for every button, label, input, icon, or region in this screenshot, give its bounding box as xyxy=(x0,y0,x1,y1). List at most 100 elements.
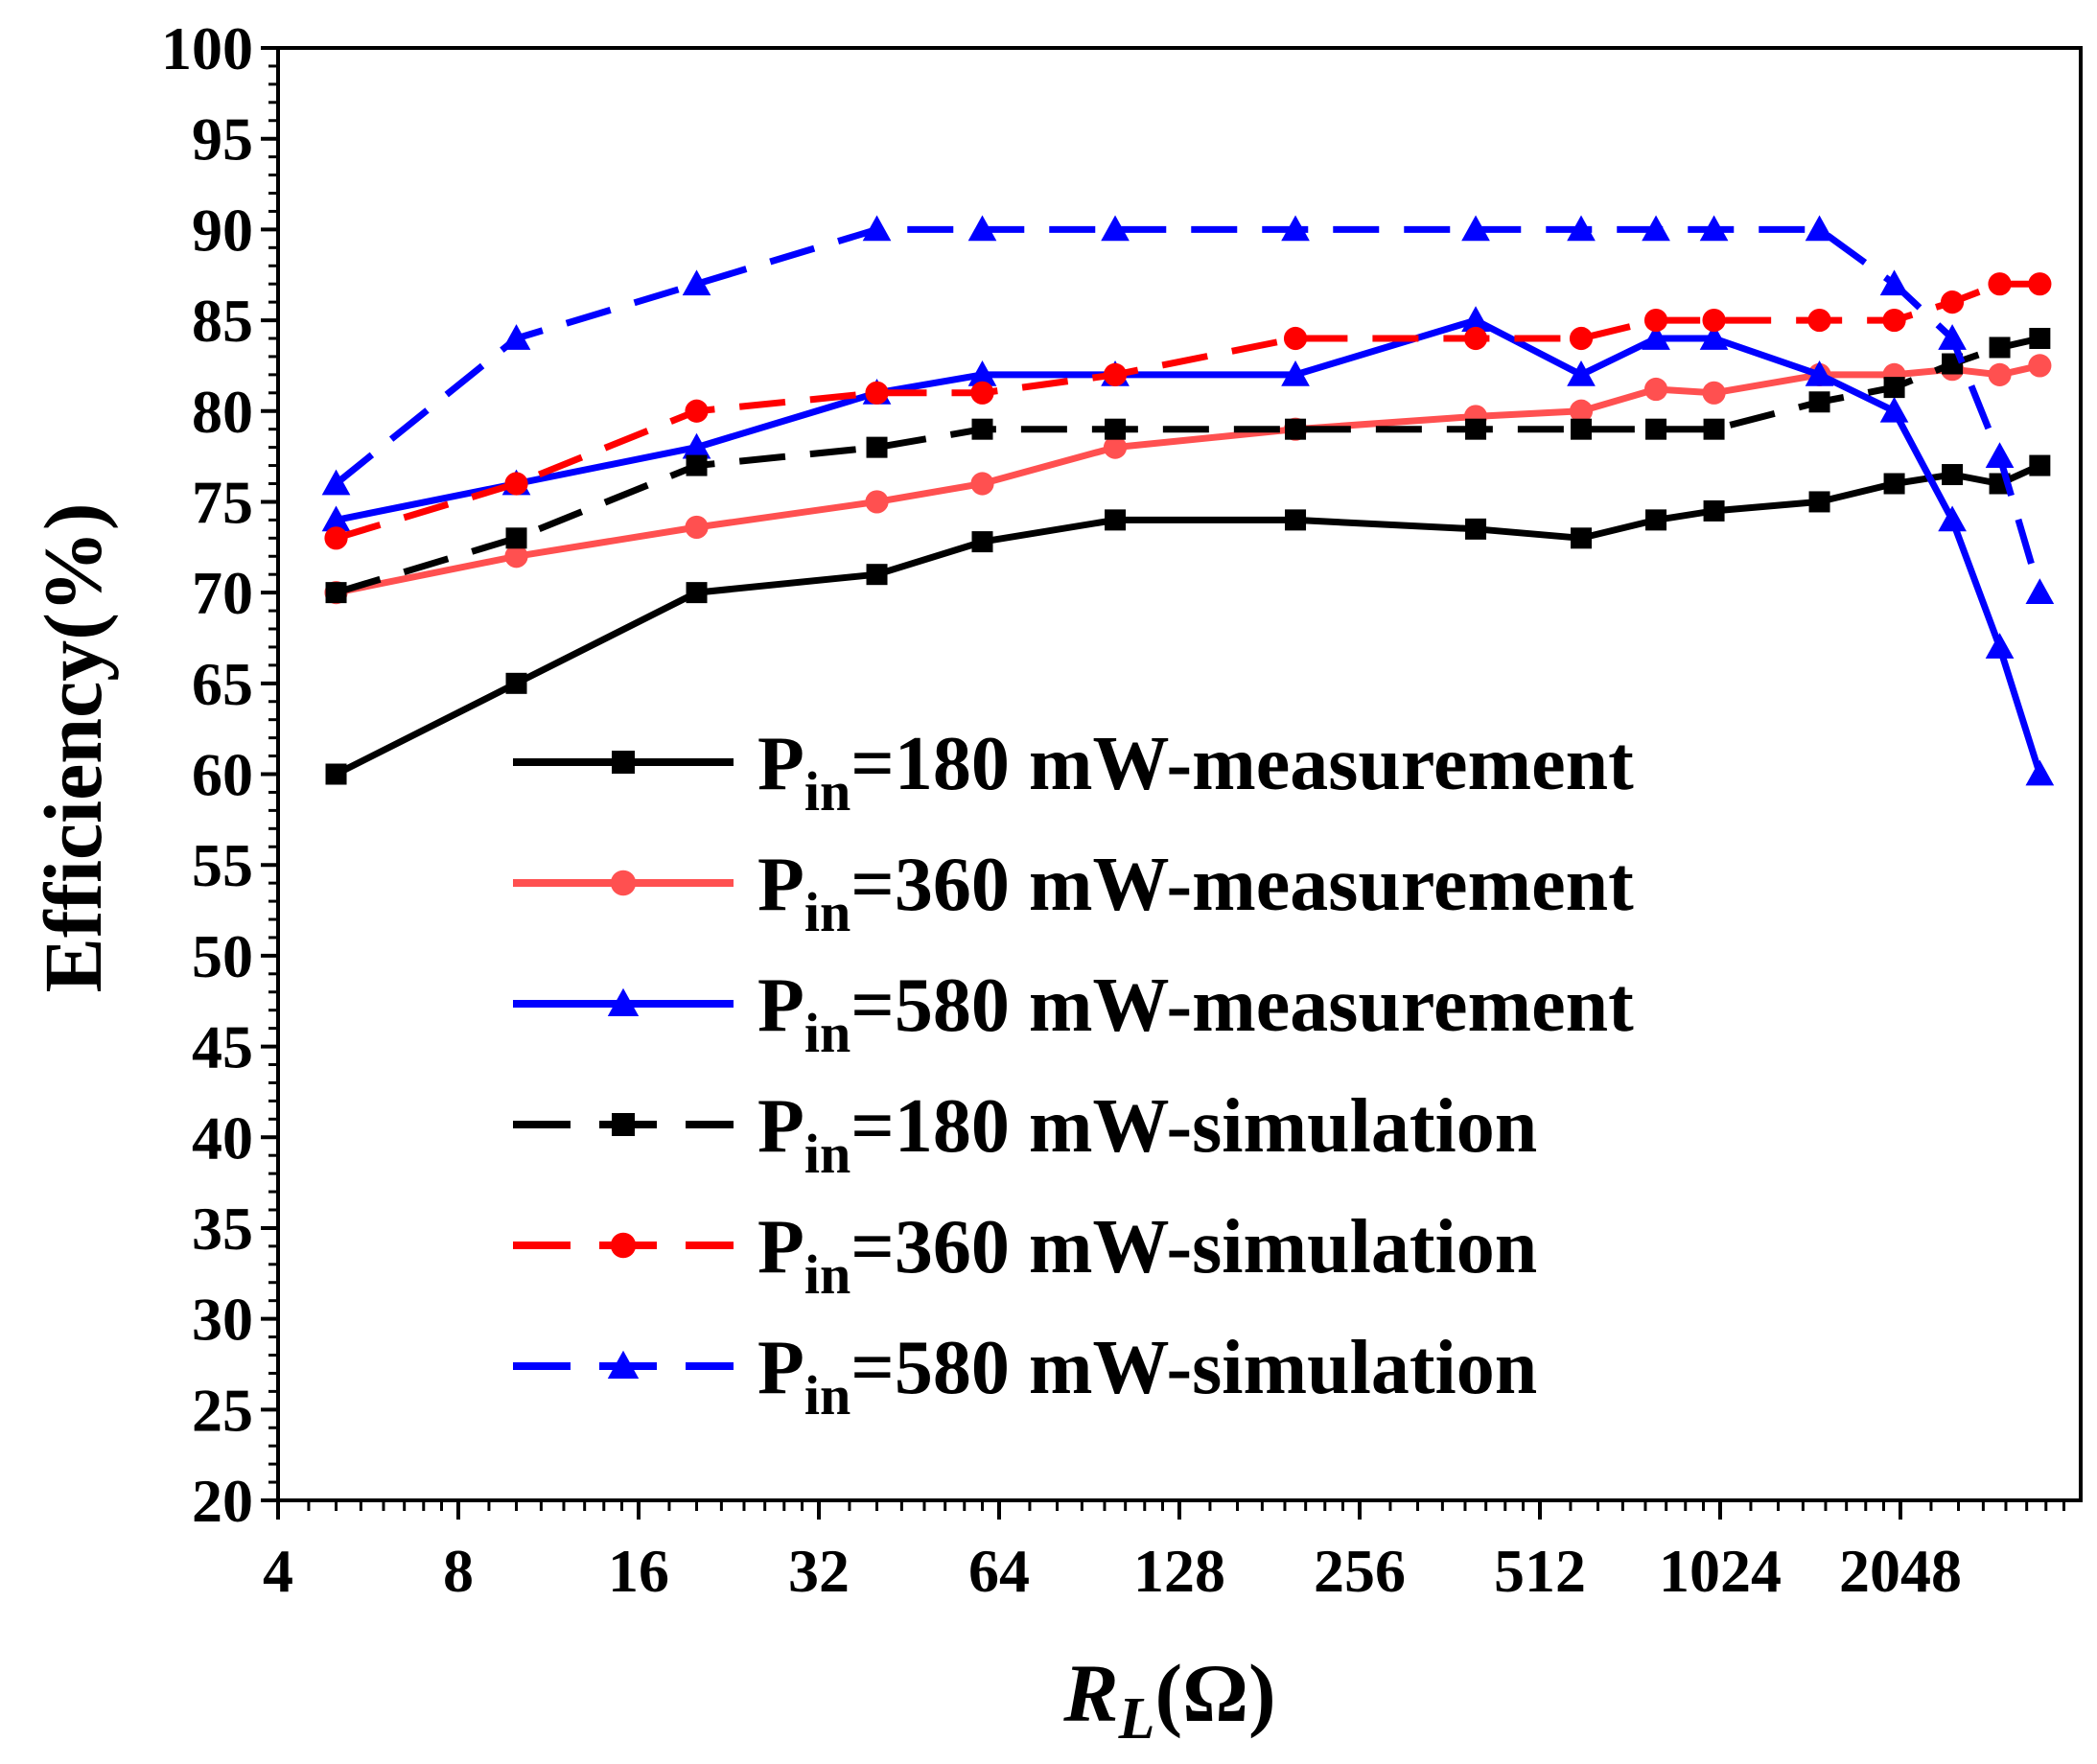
data-point xyxy=(1643,377,1668,402)
data-point xyxy=(1938,505,1967,532)
data-point xyxy=(1808,391,1830,413)
x-tick-label: 4 xyxy=(263,1537,293,1605)
data-point xyxy=(1807,308,1831,333)
legend-item: Pin=360 mW-measurement xyxy=(513,843,1634,943)
legend-marker xyxy=(612,1113,635,1136)
data-point xyxy=(1105,418,1127,440)
data-point xyxy=(1645,509,1667,531)
x-tick-label: 32 xyxy=(788,1537,850,1605)
data-point xyxy=(1285,509,1307,531)
data-point xyxy=(1988,362,2012,386)
data-point xyxy=(1805,360,1834,386)
series-2 xyxy=(324,354,2052,605)
series-4 xyxy=(325,328,2051,604)
legend-item: Pin=580 mW-measurement xyxy=(513,963,1634,1064)
data-point xyxy=(1569,326,1594,351)
data-point xyxy=(1805,215,1834,242)
y-tick-label: 45 xyxy=(192,1013,253,1081)
legend-label: Pin=360 mW-simulation xyxy=(757,1205,1537,1306)
y-tick-label: 50 xyxy=(192,922,253,990)
data-point xyxy=(321,505,351,532)
data-point xyxy=(970,472,994,496)
data-point xyxy=(1699,324,1729,350)
data-point xyxy=(1571,418,1593,440)
data-point xyxy=(1465,518,1487,540)
data-point xyxy=(2025,578,2055,605)
data-point xyxy=(1879,269,1909,296)
legend-marker xyxy=(607,987,640,1016)
legend-label: Pin=360 mW-measurement xyxy=(757,843,1634,943)
data-point xyxy=(1883,377,1905,399)
data-point xyxy=(1461,306,1490,332)
data-point xyxy=(865,490,889,514)
data-point xyxy=(682,269,711,296)
data-point xyxy=(2029,454,2051,476)
data-point xyxy=(1985,442,2015,468)
data-point xyxy=(505,672,527,694)
series-line xyxy=(335,335,2041,596)
data-point xyxy=(1988,272,2012,296)
series-6 xyxy=(321,215,2055,605)
legend-item: Pin=180 mW-simulation xyxy=(513,1084,1537,1185)
data-point xyxy=(321,469,351,496)
data-point xyxy=(2028,354,2052,378)
series-5 xyxy=(324,272,2052,550)
data-point xyxy=(1281,215,1310,242)
y-tick-label: 20 xyxy=(192,1467,253,1535)
x-tick-label: 512 xyxy=(1494,1537,1586,1605)
data-point xyxy=(1642,215,1670,242)
y-tick-label: 55 xyxy=(192,831,253,899)
x-axis-unit: (Ω) xyxy=(1155,1647,1276,1739)
data-point xyxy=(1942,464,1964,486)
x-tick-label: 128 xyxy=(1133,1537,1225,1605)
series-line xyxy=(335,280,2040,542)
data-point xyxy=(1938,324,1967,350)
data-point xyxy=(1567,360,1596,386)
data-point xyxy=(1699,215,1729,242)
data-point xyxy=(1465,418,1487,440)
y-tick-label: 35 xyxy=(192,1195,253,1263)
data-point xyxy=(971,418,993,440)
data-point xyxy=(1645,418,1667,440)
data-point xyxy=(967,360,997,386)
data-point xyxy=(1883,473,1905,495)
series-line xyxy=(335,316,2043,776)
x-tick-label: 64 xyxy=(968,1537,1030,1605)
data-point xyxy=(1703,418,1725,440)
legend-label: Pin=580 mW-measurement xyxy=(757,963,1634,1064)
data-point xyxy=(1879,396,1909,423)
y-tick-label: 75 xyxy=(192,468,253,536)
data-point xyxy=(1642,324,1670,350)
y-tick-label: 70 xyxy=(192,559,253,627)
plot-frame xyxy=(276,46,2083,1502)
data-point xyxy=(1985,633,2015,659)
data-point xyxy=(866,564,888,586)
x-axis-symbol: R xyxy=(1062,1647,1118,1739)
tick-labels: 20 25 30 35 40 45 50 55 60 65 70 75 80 85 90 95 100 4 8 16 3… xyxy=(161,14,1962,1605)
x-tick-label: 1024 xyxy=(1659,1537,1782,1605)
data-point xyxy=(686,582,708,604)
series-line xyxy=(334,462,2041,778)
data-point xyxy=(1989,337,2011,359)
data-point xyxy=(1105,509,1127,531)
y-tick-label: 95 xyxy=(192,105,253,174)
data-point xyxy=(1463,326,1488,351)
legend-item: Pin=580 mW-simulation xyxy=(513,1326,1537,1427)
data-point xyxy=(1283,326,1308,351)
y-tick-label: 80 xyxy=(192,378,253,446)
data-point xyxy=(1461,215,1490,242)
data-point xyxy=(1808,491,1830,513)
data-point xyxy=(1285,418,1307,440)
data-point xyxy=(970,381,994,405)
series-line xyxy=(334,225,2043,594)
data-point xyxy=(866,436,888,458)
data-point xyxy=(324,526,348,550)
data-point xyxy=(1567,215,1596,242)
data-point xyxy=(1702,381,1726,405)
series-lines xyxy=(321,215,2055,786)
data-point xyxy=(862,215,892,242)
legend-item: Pin=180 mW-measurement xyxy=(513,722,1634,823)
x-tick-label: 256 xyxy=(1314,1537,1406,1605)
data-point xyxy=(325,763,347,785)
